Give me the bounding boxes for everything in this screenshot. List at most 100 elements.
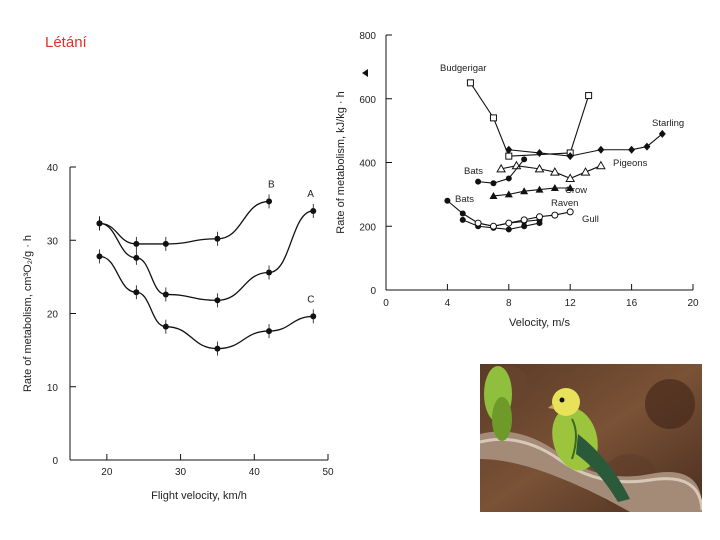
chart1-y-tick-label: 10: [47, 383, 59, 394]
chart2-point-Bats: [521, 156, 528, 163]
chart1-series-line-A: [99, 210, 314, 301]
chart2-point-Bats: [490, 180, 497, 187]
chart2-arrow-marker: [362, 69, 368, 77]
chart2-point-Pigeons: [565, 173, 576, 182]
chart1-point-A: [214, 297, 221, 304]
chart2-point-Raven: [521, 223, 528, 230]
chart1-point-B: [266, 198, 273, 205]
chart1-x-label: Flight velocity, km/h: [151, 490, 247, 502]
chart2-x-tick-label: 4: [445, 298, 451, 309]
chart2-series-line-Budgerigar: [469, 82, 590, 157]
chart1-point-C: [133, 289, 140, 296]
chart2-x-tick-label: 8: [506, 298, 512, 309]
chart2-series-label-Bats: Bats: [464, 166, 483, 177]
chart1-point-B: [214, 235, 221, 242]
chart2-point-Budgerigar: [489, 114, 497, 122]
chart1-point-B: [162, 240, 169, 247]
chart2-point-Gull: [566, 208, 574, 216]
chart1-point-A: [266, 269, 273, 276]
chart1-x-tick-label: 40: [249, 467, 261, 478]
chart2-point-Pigeons: [496, 163, 506, 173]
chart2-point-Raven: [536, 220, 543, 227]
chart2-point-Crow: [550, 184, 559, 191]
chart2-point-Crow: [535, 185, 544, 193]
chart2-point-Starling: [658, 129, 666, 138]
chart1-point-C: [266, 328, 273, 335]
chart1-y-tick-label: 20: [47, 310, 59, 321]
chart2-y-label: Rate of metabolism, kJ/kg · h: [335, 91, 347, 233]
chart1-y-tick-label: 30: [47, 236, 59, 247]
chart2-point-Raven: [505, 226, 512, 233]
chart2-point-Gull: [536, 213, 543, 221]
chart2-point-Pigeons: [534, 163, 545, 173]
chart2-point-Bats: [505, 175, 512, 182]
chart2-y-tick-label: 0: [370, 286, 376, 297]
chart1-series-line-B: [99, 200, 270, 245]
chart1-point-B: [133, 240, 140, 247]
chart2-series-label-Starling: Starling: [652, 118, 684, 129]
chart2-x-tick-label: 12: [565, 298, 577, 309]
chart2-x-tick-label: 20: [687, 298, 699, 309]
chart2-x-tick-label: 16: [626, 298, 638, 309]
chart1-point-A: [96, 220, 103, 227]
chart1-point-C: [310, 313, 317, 320]
chart2-series-label-Pigeons: Pigeons: [613, 158, 648, 169]
chart2-point-Starling: [566, 152, 574, 161]
chart2-point-Crow: [504, 190, 513, 198]
chart2-point-Starling: [536, 148, 543, 157]
chart2-point-Starling: [643, 142, 651, 151]
chart2-x-label: Velocity, m/s: [509, 317, 570, 329]
chart2-point-Gull: [520, 216, 528, 224]
chart1-x-tick-label: 20: [101, 467, 113, 478]
chart2-series-label-Bats: Bats: [455, 194, 474, 205]
chart2-point-Gull: [474, 219, 482, 227]
chart1-point-A: [162, 291, 169, 298]
chart2-point-Pigeons: [580, 167, 591, 176]
chart1-point-A: [310, 207, 317, 214]
chart2-point-Starling: [597, 145, 605, 154]
chart2-point-Bats: [459, 210, 466, 217]
chart2-y-tick-label: 800: [359, 31, 376, 42]
chart1-series-label-C: C: [307, 294, 314, 305]
chart2-series-label-Gull: Gull: [582, 214, 599, 225]
chart2-point-Budgerigar: [585, 92, 593, 100]
chart2-point-Budgerigar: [466, 79, 474, 87]
chart1-x-tick-label: 50: [322, 467, 334, 478]
chart2-point-Gull: [489, 222, 497, 230]
chart1-y-tick-label: 0: [52, 456, 58, 467]
chart2-series-line-Starling: [508, 133, 663, 157]
chart1-y-tick-label: 40: [47, 163, 59, 174]
chart1-point-A: [133, 254, 140, 261]
chart1-series-label-B: B: [268, 179, 275, 190]
chart2-y-tick-label: 400: [359, 159, 376, 170]
chart2-series-line-Crow: [493, 187, 571, 197]
chart1-y-label: Rate of metabolism, cm³O₂/g · h: [22, 235, 34, 392]
chart2-point-Budgerigar: [505, 152, 513, 160]
chart2-point-Gull: [551, 211, 559, 219]
chart2-point-Pigeons: [596, 160, 606, 170]
chart2-point-Crow: [566, 184, 575, 191]
chart2-y-tick-label: 200: [359, 222, 376, 233]
chart2-series-label-Budgerigar: Budgerigar: [440, 63, 486, 74]
chart1-point-C: [214, 345, 221, 352]
chart2-point-Bats: [444, 197, 451, 204]
slide-title: Létání: [45, 34, 87, 51]
chart2-point-Crow: [520, 187, 529, 195]
chart2-point-Starling: [628, 145, 636, 154]
chart1-point-C: [162, 323, 169, 330]
chart2-series-label-Crow: Crow: [565, 185, 587, 196]
chart2-point-Starling: [505, 145, 513, 154]
chart1-point-C: [96, 253, 103, 260]
chart2-series-label-Raven: Raven: [551, 198, 578, 209]
chart2-x-tick-label: 0: [383, 298, 389, 309]
chart2-point-Gull: [505, 219, 513, 227]
chart2-y-tick-label: 600: [359, 95, 376, 106]
chart1-series-line-C: [99, 255, 314, 350]
chart2-point-Pigeons: [549, 167, 560, 176]
chart2-series-line-Bats: [478, 158, 525, 184]
chart2-point-Crow: [489, 191, 498, 199]
chart1-series-label-A: A: [307, 189, 314, 200]
budgerigar-photo: [479, 364, 704, 514]
chart2-point-Raven: [459, 216, 466, 223]
